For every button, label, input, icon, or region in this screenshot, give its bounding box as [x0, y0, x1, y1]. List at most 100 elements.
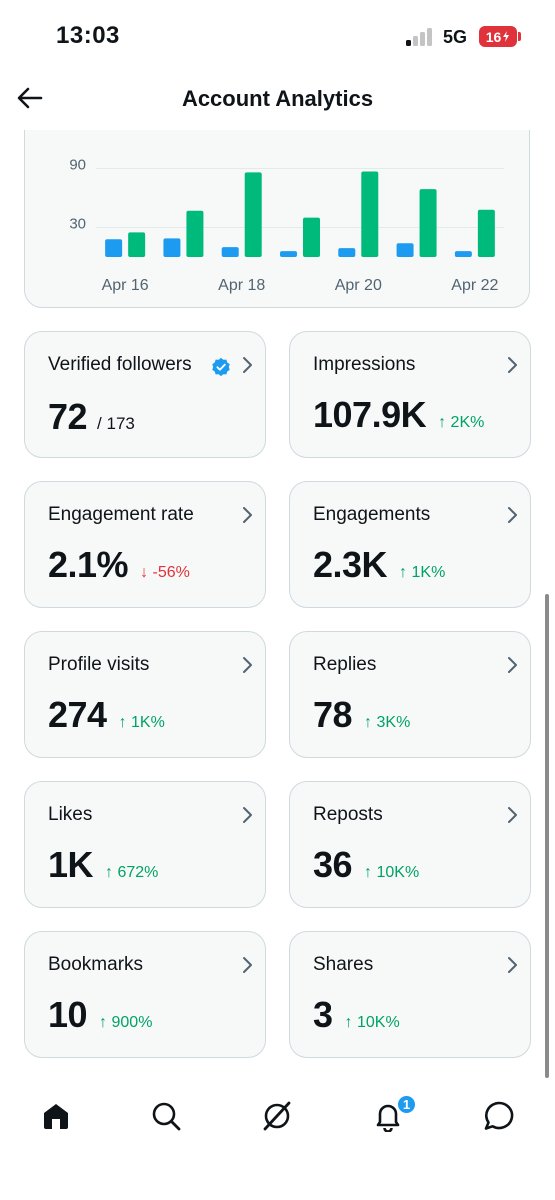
bar-apr-18-series-1[interactable]: [221, 247, 239, 257]
notifications-icon: [376, 1104, 400, 1132]
metric-value: 72: [48, 396, 88, 437]
bar-apr-20-series-1[interactable]: [338, 248, 356, 257]
nav-home[interactable]: [34, 1094, 78, 1138]
metric-label: Engagement rate: [48, 504, 194, 525]
metric-card-profile-visits[interactable]: Profile visits 274 ↑ 1K%: [24, 631, 266, 758]
battery-icon: 16: [479, 26, 517, 47]
metric-value: 2.1%: [48, 544, 129, 585]
metric-label: Verified followers: [48, 354, 192, 375]
metric-value: 3: [313, 994, 333, 1035]
metric-card-engagements[interactable]: Engagements 2.3K ↑ 1K%: [289, 481, 531, 608]
chevron-right-icon: [508, 657, 517, 673]
network-label: 5G: [443, 27, 468, 47]
metric-card-replies[interactable]: Replies 78 ↑ 3K%: [289, 631, 531, 758]
status-time: 13:03: [56, 22, 120, 49]
x-tick-label: Apr 16: [102, 277, 149, 294]
metric-value-row: 78 ↑ 3K%: [313, 694, 410, 736]
metric-value: 107.9K: [313, 394, 427, 435]
chevron-right-icon: [243, 657, 252, 673]
nav-messages[interactable]: [477, 1094, 521, 1138]
metric-value: 1K: [48, 844, 94, 885]
nav-notifications[interactable]: [366, 1094, 410, 1138]
bar-apr-17-series-1[interactable]: [163, 238, 181, 257]
battery-level: 16: [485, 28, 502, 45]
chart-card: [24, 110, 530, 308]
metric-change: ↓ -56%: [140, 564, 190, 581]
bar-apr-21-series-1[interactable]: [396, 243, 414, 257]
metric-label: Likes: [48, 804, 93, 825]
chevron-right-icon: [508, 507, 517, 523]
metric-change: ↑ 10K%: [364, 864, 420, 881]
metric-change: ↑ 900%: [99, 1014, 153, 1031]
metric-change: ↑ 1K%: [118, 714, 165, 731]
back-button[interactable]: [12, 80, 48, 116]
metric-value-row: 2.3K ↑ 1K%: [313, 544, 445, 586]
metric-card-verified-followers[interactable]: Verified followers 72 / 173: [24, 331, 266, 458]
metric-card-reposts[interactable]: Reposts 36 ↑ 10K%: [289, 781, 531, 908]
nav-grok[interactable]: [255, 1094, 299, 1138]
metric-value-row: 72 / 173: [48, 396, 135, 438]
metric-card-shares[interactable]: Shares 3 ↑ 10K%: [289, 931, 531, 1058]
chevron-right-icon: [508, 357, 517, 373]
metric-value: 2.3K: [313, 544, 388, 585]
metric-card-impressions[interactable]: Impressions 107.9K ↑ 2K%: [289, 331, 531, 458]
metric-value: 78: [313, 694, 353, 735]
metric-label: Impressions: [313, 354, 416, 375]
chevron-right-icon: [508, 807, 517, 823]
metric-value: 10: [48, 994, 88, 1035]
y-tick-label: 30: [69, 216, 86, 233]
battery-tip: [518, 32, 521, 41]
home-indicator: [0, 1180, 555, 1200]
chevron-right-icon: [243, 507, 252, 523]
x-tick-label: Apr 20: [335, 277, 382, 294]
metric-label: Shares: [313, 954, 374, 975]
home-icon: [44, 1104, 68, 1129]
metric-value-row: 3 ↑ 10K%: [313, 994, 400, 1036]
metric-total: / 173: [97, 414, 135, 433]
notification-badge: 1: [396, 1094, 417, 1115]
metric-card-bookmarks[interactable]: Bookmarks 10 ↑ 900%: [24, 931, 266, 1058]
chevron-right-icon: [243, 807, 252, 823]
bar-apr-22-series-1[interactable]: [454, 251, 472, 257]
verified-badge-icon: [212, 357, 230, 377]
metric-label: Bookmarks: [48, 954, 144, 975]
metric-value-row: 10 ↑ 900%: [48, 994, 152, 1036]
bar-apr-22-series-2[interactable]: [477, 209, 495, 257]
bottom-nav: [0, 1078, 555, 1158]
engagement-chart: 90 30 Apr 16 Apr 18 Apr 20 Apr 22: [69, 157, 504, 294]
metric-value: 274: [48, 694, 107, 735]
signal-icon: [406, 28, 434, 46]
page-title: Account Analytics: [181, 86, 374, 111]
metric-value-row: 107.9K ↑ 2K%: [313, 394, 484, 436]
bar-apr-19-series-1[interactable]: [280, 251, 297, 257]
bar-apr-20-series-2[interactable]: [361, 171, 379, 257]
header-background: [0, 72, 555, 130]
chevron-right-icon: [243, 357, 252, 373]
metric-label: Reposts: [313, 804, 383, 825]
metric-value-row: 1K ↑ 672%: [48, 844, 158, 886]
y-tick-label: 90: [69, 157, 86, 174]
metric-value-row: 2.1% ↓ -56%: [48, 544, 190, 586]
metric-change: ↑ 672%: [105, 864, 159, 881]
bar-apr-18-series-2[interactable]: [244, 172, 262, 257]
header: Account Analytics: [0, 72, 555, 130]
scrollbar[interactable]: [545, 594, 549, 1078]
metric-card-likes[interactable]: Likes 1K ↑ 672%: [24, 781, 266, 908]
metric-card-engagement-rate[interactable]: Engagement rate 2.1% ↓ -56%: [24, 481, 266, 608]
metric-label: Profile visits: [48, 654, 150, 675]
metric-change: ↑ 1K%: [399, 564, 446, 581]
grok-icon: [263, 1101, 291, 1131]
bar-apr-17-series-2[interactable]: [186, 210, 204, 257]
bar-apr-16-series-2[interactable]: [128, 232, 146, 257]
metric-change: ↑ 2K%: [438, 414, 485, 431]
messages-icon: [484, 1101, 514, 1130]
bar-apr-19-series-2[interactable]: [303, 217, 320, 257]
x-tick-label: Apr 18: [218, 277, 265, 294]
bar-apr-16-series-1[interactable]: [105, 239, 123, 257]
metric-label: Replies: [313, 654, 377, 675]
nav-search[interactable]: [144, 1094, 188, 1138]
back-arrow-icon: [17, 87, 43, 109]
x-tick-label: Apr 22: [451, 277, 498, 294]
bar-apr-21-series-2[interactable]: [419, 189, 437, 257]
metric-value-row: 36 ↑ 10K%: [313, 844, 419, 886]
